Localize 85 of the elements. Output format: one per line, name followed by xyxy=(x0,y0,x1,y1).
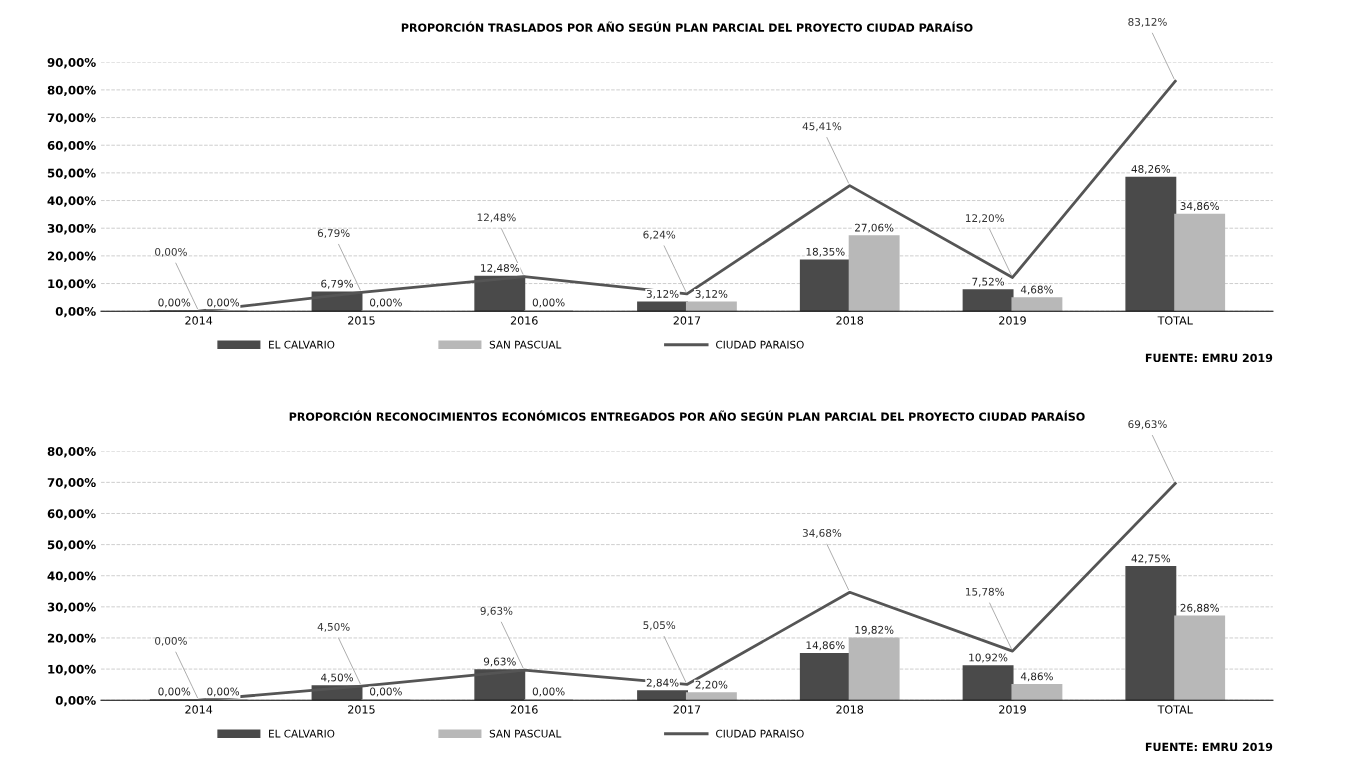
data-label: 0,00% xyxy=(155,636,187,646)
y-tick-label: 80,00% xyxy=(47,446,96,458)
data-label: 26,88% xyxy=(1180,603,1219,613)
source-note: FUENTE: EMRU 2019 xyxy=(1145,353,1273,363)
x-tick-label: 2016 xyxy=(510,316,538,325)
data-label: 0,00% xyxy=(158,687,191,697)
y-tick-label: 30,00% xyxy=(47,602,96,613)
x-tick-label: 2018 xyxy=(836,705,864,714)
legend-label: CIUDAD PARAISO xyxy=(716,729,804,738)
data-label: 4,68% xyxy=(1020,285,1053,295)
legend-label: EL CALVARIO xyxy=(269,729,335,738)
data-label: 83,12% xyxy=(1128,17,1167,27)
data-label: 0,00% xyxy=(370,687,402,697)
x-tick-label: 2017 xyxy=(673,705,701,714)
data-label: 12,20% xyxy=(966,214,1004,224)
x-tick-label: 2016 xyxy=(510,705,538,714)
x-tick-label: 2014 xyxy=(185,705,213,714)
data-label: 0,00% xyxy=(158,298,191,308)
x-tick-label: 2014 xyxy=(185,316,213,325)
x-tick-label: 2019 xyxy=(999,705,1026,714)
data-label: 12,48% xyxy=(477,213,516,223)
y-tick-label: 50,00% xyxy=(47,540,96,551)
data-label: 14,86% xyxy=(806,641,845,651)
data-label: 34,86% xyxy=(1180,202,1219,212)
y-tick-label: 70,00% xyxy=(47,113,96,124)
y-tick-label: 90,00% xyxy=(47,57,96,69)
data-label: 4,86% xyxy=(1020,672,1053,682)
y-tick-label: 40,00% xyxy=(47,571,96,582)
data-label: 45,41% xyxy=(802,122,842,132)
data-label: 6,79% xyxy=(317,229,350,239)
data-label: 0,00% xyxy=(207,298,240,308)
data-label: 9,63% xyxy=(483,657,516,667)
data-label: 6,79% xyxy=(321,279,353,289)
data-label: 7,52% xyxy=(972,277,1005,287)
data-label: 6,24% xyxy=(643,230,676,240)
data-label: 2,84% xyxy=(646,678,679,688)
data-label: 2,20% xyxy=(695,680,728,690)
chart-title: PROPORCIÓN TRASLADOS POR AÑO SEGÚN PLAN PARCIAL DEL PROYECTO CIUDAD PARAÍSO xyxy=(401,21,973,32)
x-tick-label: 2018 xyxy=(836,316,864,325)
legend-label: SAN PASCUAL xyxy=(489,729,562,738)
data-label: 9,63% xyxy=(480,606,513,616)
data-label: 3,12% xyxy=(646,289,679,299)
data-label: 48,26% xyxy=(1131,165,1171,174)
chart-title: PROPORCIÓN RECONOCIMIENTOS ECONÓMICOS ENTREGADOS POR AÑO SEGÚN PLAN PARCIAL DEL PROYECTO CIUDAD PARAÍSO xyxy=(289,410,1085,421)
x-tick-label: TOTAL xyxy=(1157,316,1193,325)
data-label: 4,50% xyxy=(317,622,350,632)
x-tick-label: 2017 xyxy=(673,316,701,325)
data-label: 0,00% xyxy=(532,687,565,697)
data-label: 5,05% xyxy=(643,621,676,631)
data-label: 19,82% xyxy=(855,625,894,635)
y-tick-label: 0,00% xyxy=(55,306,96,318)
x-tick-label: TOTAL xyxy=(1157,705,1193,714)
y-tick-label: 80,00% xyxy=(47,85,96,97)
legend-label: SAN PASCUAL xyxy=(489,340,562,349)
y-tick-label: 60,00% xyxy=(47,509,96,520)
source-note: FUENTE: EMRU 2019 xyxy=(1145,742,1273,752)
data-label: 4,50% xyxy=(320,673,353,683)
data-label: 0,00% xyxy=(370,298,402,308)
data-label: 10,92% xyxy=(969,653,1008,663)
y-tick-label: 10,00% xyxy=(48,279,96,290)
y-tick-label: 70,00% xyxy=(47,478,96,489)
data-label: 3,12% xyxy=(695,289,728,299)
legend-label: CIUDAD PARAISO xyxy=(716,340,804,349)
data-label: 0,00% xyxy=(155,247,187,257)
y-tick-label: 20,00% xyxy=(47,251,96,263)
x-tick-label: 2015 xyxy=(348,316,375,325)
y-tick-label: 20,00% xyxy=(47,633,96,645)
x-tick-label: 2019 xyxy=(999,316,1026,325)
y-tick-label: 30,00% xyxy=(47,223,96,235)
y-tick-label: 10,00% xyxy=(48,664,96,676)
data-label: 27,06% xyxy=(855,223,894,233)
data-label: 34,68% xyxy=(802,528,842,538)
data-label: 69,63% xyxy=(1128,420,1167,430)
data-label: 0,00% xyxy=(207,687,240,697)
x-tick-label: 2015 xyxy=(348,705,375,714)
y-tick-label: 60,00% xyxy=(47,140,96,152)
y-tick-label: 0,00% xyxy=(55,695,96,707)
data-label: 18,35% xyxy=(806,247,845,257)
data-label: 42,75% xyxy=(1131,554,1171,564)
legend-label: EL CALVARIO xyxy=(269,340,335,349)
y-tick-label: 50,00% xyxy=(47,168,96,180)
data-label: 15,78% xyxy=(966,587,1004,597)
y-tick-label: 40,00% xyxy=(47,196,96,207)
data-label: 12,48% xyxy=(481,264,520,273)
data-label: 0,00% xyxy=(532,298,565,308)
